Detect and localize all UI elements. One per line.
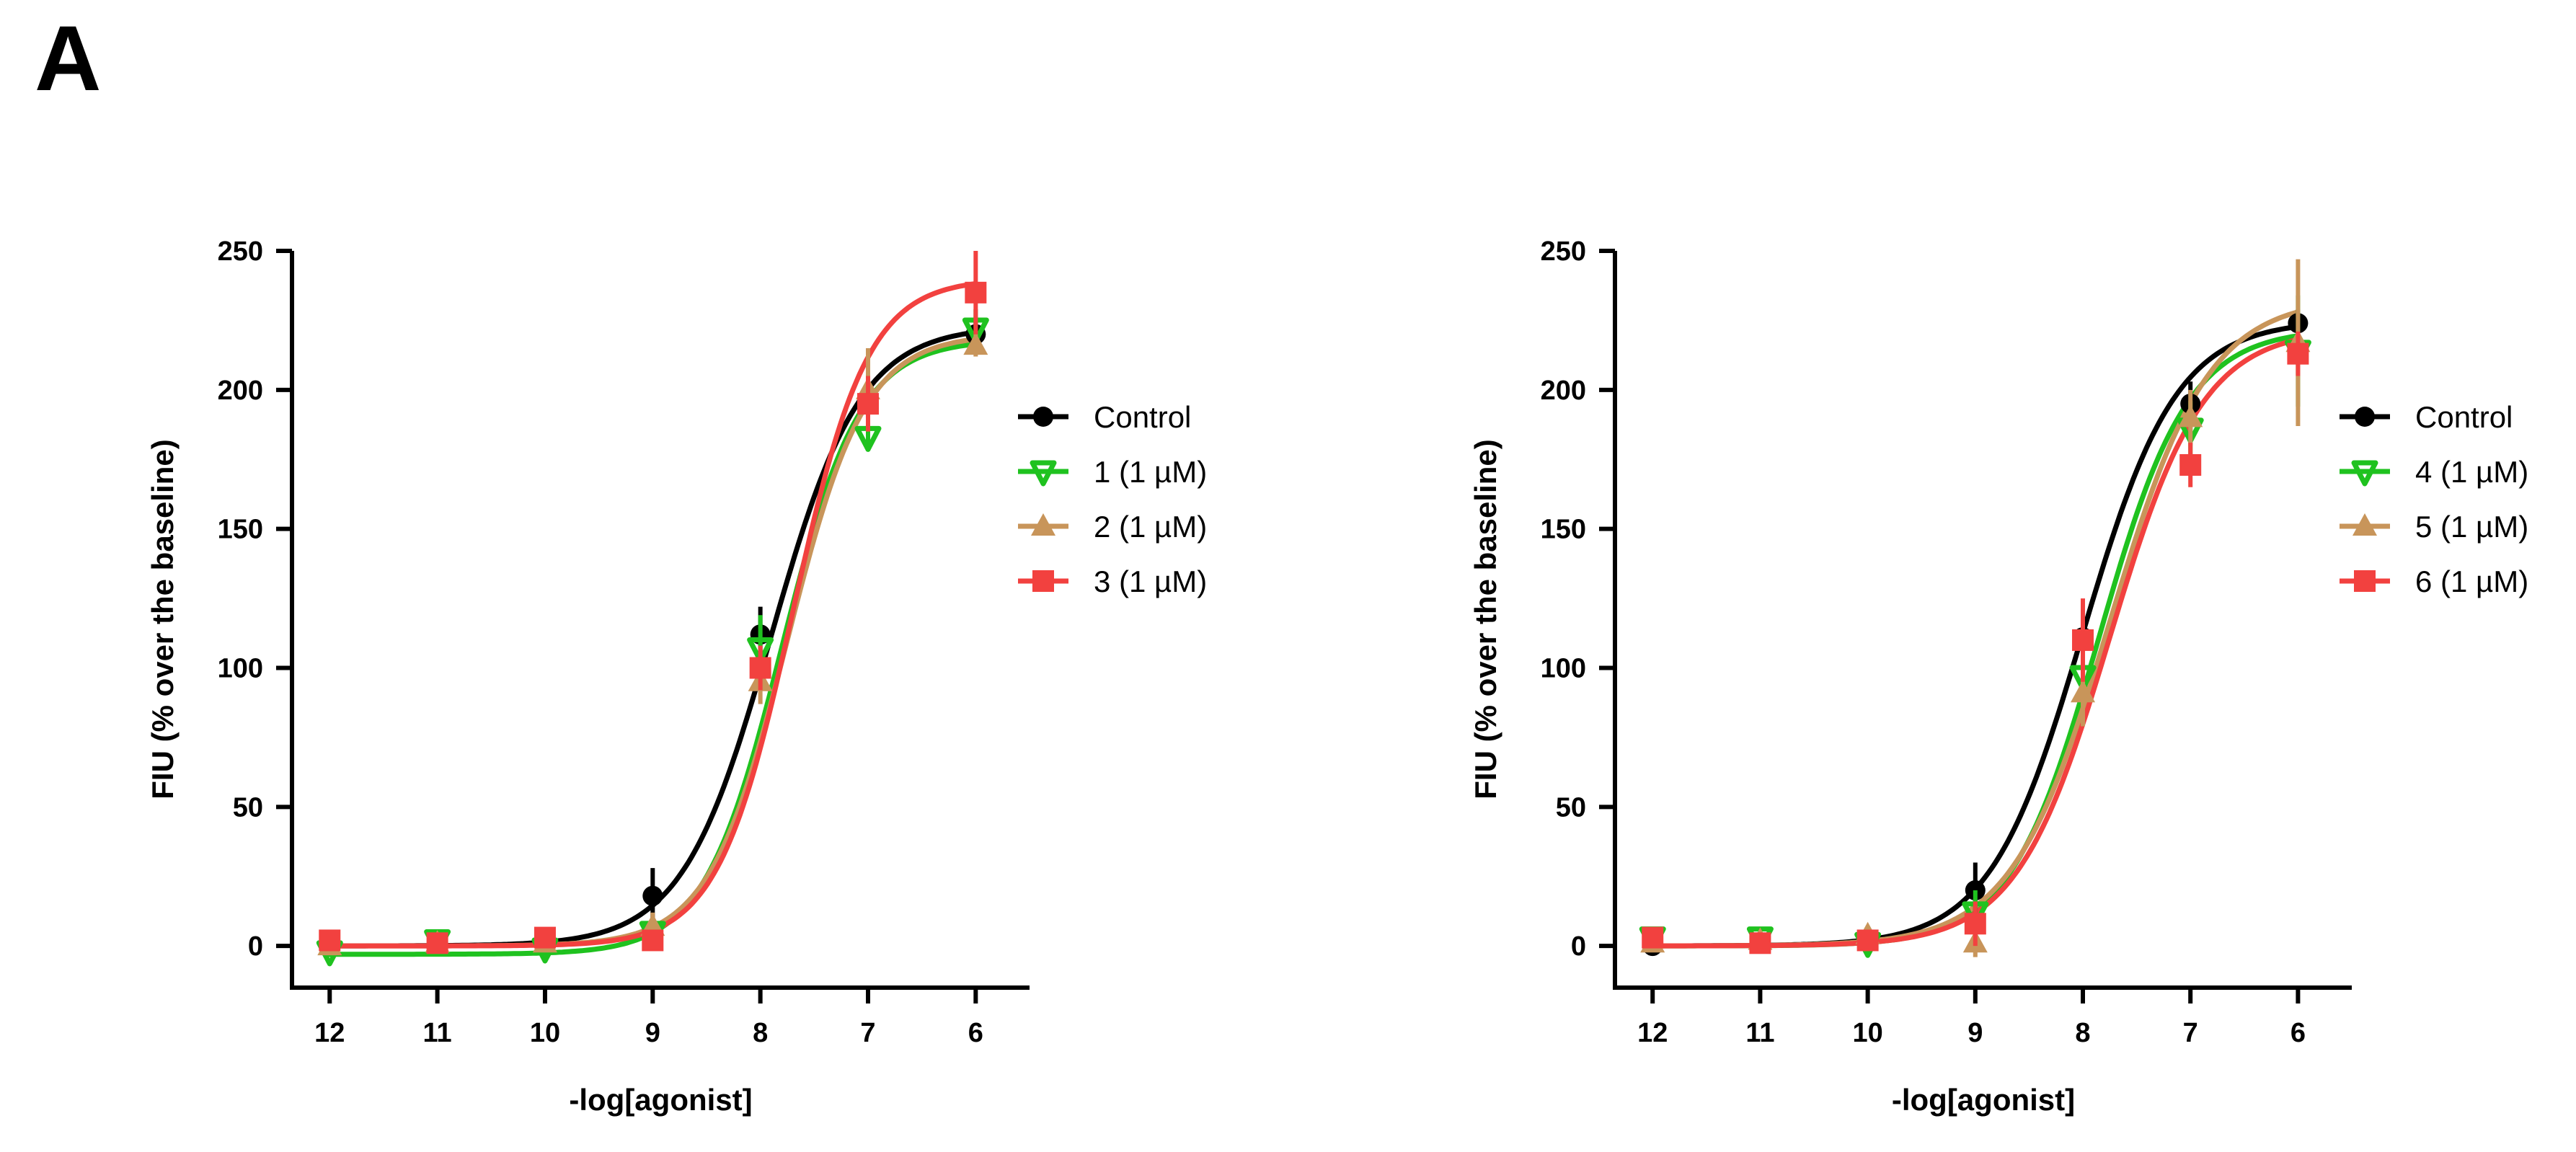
data-point: [2179, 453, 2202, 476]
y-tick-label: 100: [218, 653, 263, 683]
x-tick-label: 8: [753, 1018, 768, 1048]
data-point: [319, 929, 341, 952]
chart-right: 0 50 100 150 200 250 12 11 10 9 8 7 6 -log[agonist] FI…: [1469, 236, 2528, 1117]
data-point: [642, 885, 663, 906]
fit-curve: [1652, 337, 2299, 949]
legend-label: 1 (1 µM): [1094, 455, 1207, 489]
y-tick-label: 150: [218, 515, 263, 545]
data-point: [1749, 932, 1771, 954]
legend-marker: [2351, 460, 2378, 487]
y-axis-title: FIU (% over the baseline): [146, 439, 180, 799]
x-tick-label: 12: [1637, 1018, 1668, 1048]
y-tick-label: 250: [218, 236, 263, 267]
legend-marker: [1030, 460, 1057, 487]
legend-marker: [1032, 570, 1054, 592]
x-tick-label: 11: [423, 1018, 452, 1048]
legend-label: 3 (1 µM): [1094, 564, 1207, 598]
legend-label: 6 (1 µM): [2415, 564, 2528, 598]
x-tick-label: 10: [530, 1018, 560, 1048]
data-point: [857, 393, 879, 415]
y-tick-label: 0: [248, 931, 263, 962]
data-point: [963, 332, 988, 355]
y-tick-label: 250: [1541, 236, 1586, 267]
data-point: [426, 932, 448, 954]
x-tick-label: 9: [645, 1018, 660, 1048]
x-axis-title: -log[agonist]: [569, 1083, 752, 1117]
x-tick-label: 7: [2183, 1018, 2198, 1048]
data-point: [1964, 913, 1986, 935]
legend-label: 4 (1 µM): [2415, 455, 2528, 489]
legend-marker: [1031, 513, 1055, 536]
chart-left: 0 50 100 150 200 250 12 11 10 9 8 7 6 -log[agonist] FI…: [146, 236, 1207, 1117]
y-axis-title: FIU (% over the baseline): [1469, 439, 1502, 799]
data-point: [749, 657, 771, 679]
legend-label: 5 (1 µM): [2415, 510, 2528, 544]
data-point: [642, 929, 664, 952]
data-point: [965, 281, 987, 303]
data-point: [2072, 629, 2094, 651]
fit-curve: [329, 341, 976, 957]
legend-label: Control: [2415, 400, 2513, 434]
legend-marker: [1033, 407, 1053, 427]
data-point: [2071, 680, 2096, 703]
data-point: [2287, 342, 2309, 365]
fit-curve: [329, 281, 976, 949]
x-tick-label: 7: [860, 1018, 875, 1048]
legend-marker: [2353, 513, 2377, 536]
y-tick-label: 100: [1541, 653, 1586, 683]
data-point: [534, 926, 556, 949]
x-tick-label: 11: [1745, 1018, 1774, 1048]
legend-label: Control: [1094, 400, 1191, 434]
y-tick-label: 50: [1556, 792, 1586, 823]
y-tick-label: 200: [218, 376, 263, 406]
x-tick-label: 6: [2290, 1018, 2306, 1048]
x-axis-title: -log[agonist]: [1892, 1083, 2075, 1117]
x-tick-label: 9: [1968, 1018, 1983, 1048]
panel-label: A: [35, 7, 102, 110]
data-point: [747, 637, 774, 663]
y-tick-label: 0: [1571, 931, 1586, 962]
x-tick-label: 6: [968, 1018, 983, 1048]
legend-label: 2 (1 µM): [1094, 510, 1207, 544]
fit-curve: [1652, 333, 2299, 949]
legend-marker: [2355, 407, 2375, 427]
x-tick-label: 12: [314, 1018, 345, 1048]
y-tick-label: 150: [1541, 515, 1586, 545]
x-tick-label: 8: [2075, 1018, 2090, 1048]
data-point: [2178, 404, 2203, 427]
data-point: [1642, 926, 1664, 949]
data-point: [1856, 929, 1879, 952]
y-tick-label: 50: [233, 792, 263, 823]
x-tick-label: 10: [1852, 1018, 1882, 1048]
fit-curve: [329, 329, 976, 949]
y-tick-label: 200: [1541, 376, 1586, 406]
legend-marker: [2354, 570, 2376, 592]
